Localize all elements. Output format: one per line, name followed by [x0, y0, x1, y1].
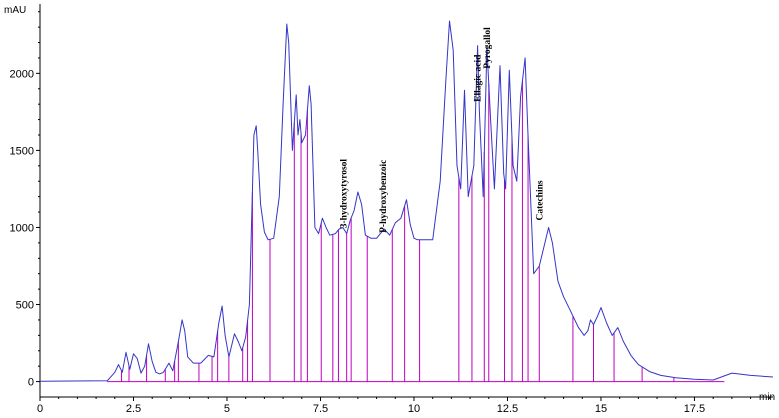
x-tick-label: 0 — [37, 403, 43, 415]
y-axis-unit-label: mAU — [4, 5, 26, 16]
x-tick-label: 17.5 — [684, 403, 705, 415]
x-tick-label: 2.5 — [126, 403, 141, 415]
x-tick-label: 5 — [224, 403, 230, 415]
axes: 0 500 1000 1500 2000 0 2.5 5 7.5 10 12.5 15 17.5 — [10, 4, 773, 415]
x-tick-label: 12.5 — [497, 403, 518, 415]
y-tick-label: 1000 — [10, 222, 34, 234]
peak-label: Pyrogallol — [483, 27, 493, 69]
x-tick-label: 10 — [408, 403, 420, 415]
peak-label: Ellagic acid — [474, 54, 484, 102]
y-tick-label: 500 — [16, 300, 34, 312]
peak-label: Catechins — [535, 180, 545, 220]
peak-annotations: 3-hydroxytyrosol P-hydroxybenzoic Ellagic … — [340, 27, 546, 233]
chromatogram-trace — [39, 20, 774, 382]
y-tick-label: 1500 — [10, 145, 34, 157]
integration-markers — [106, 80, 725, 383]
trace-group — [39, 20, 774, 382]
peak-label: 3-hydroxytyrosol — [340, 159, 350, 229]
peak-label: P-hydroxybenzoic — [379, 160, 389, 233]
x-tick-label: 15 — [595, 403, 607, 415]
y-tick-label: 0 — [28, 377, 34, 389]
y-tick-label: 2000 — [10, 68, 34, 80]
x-tick-label: 7.5 — [313, 403, 328, 415]
